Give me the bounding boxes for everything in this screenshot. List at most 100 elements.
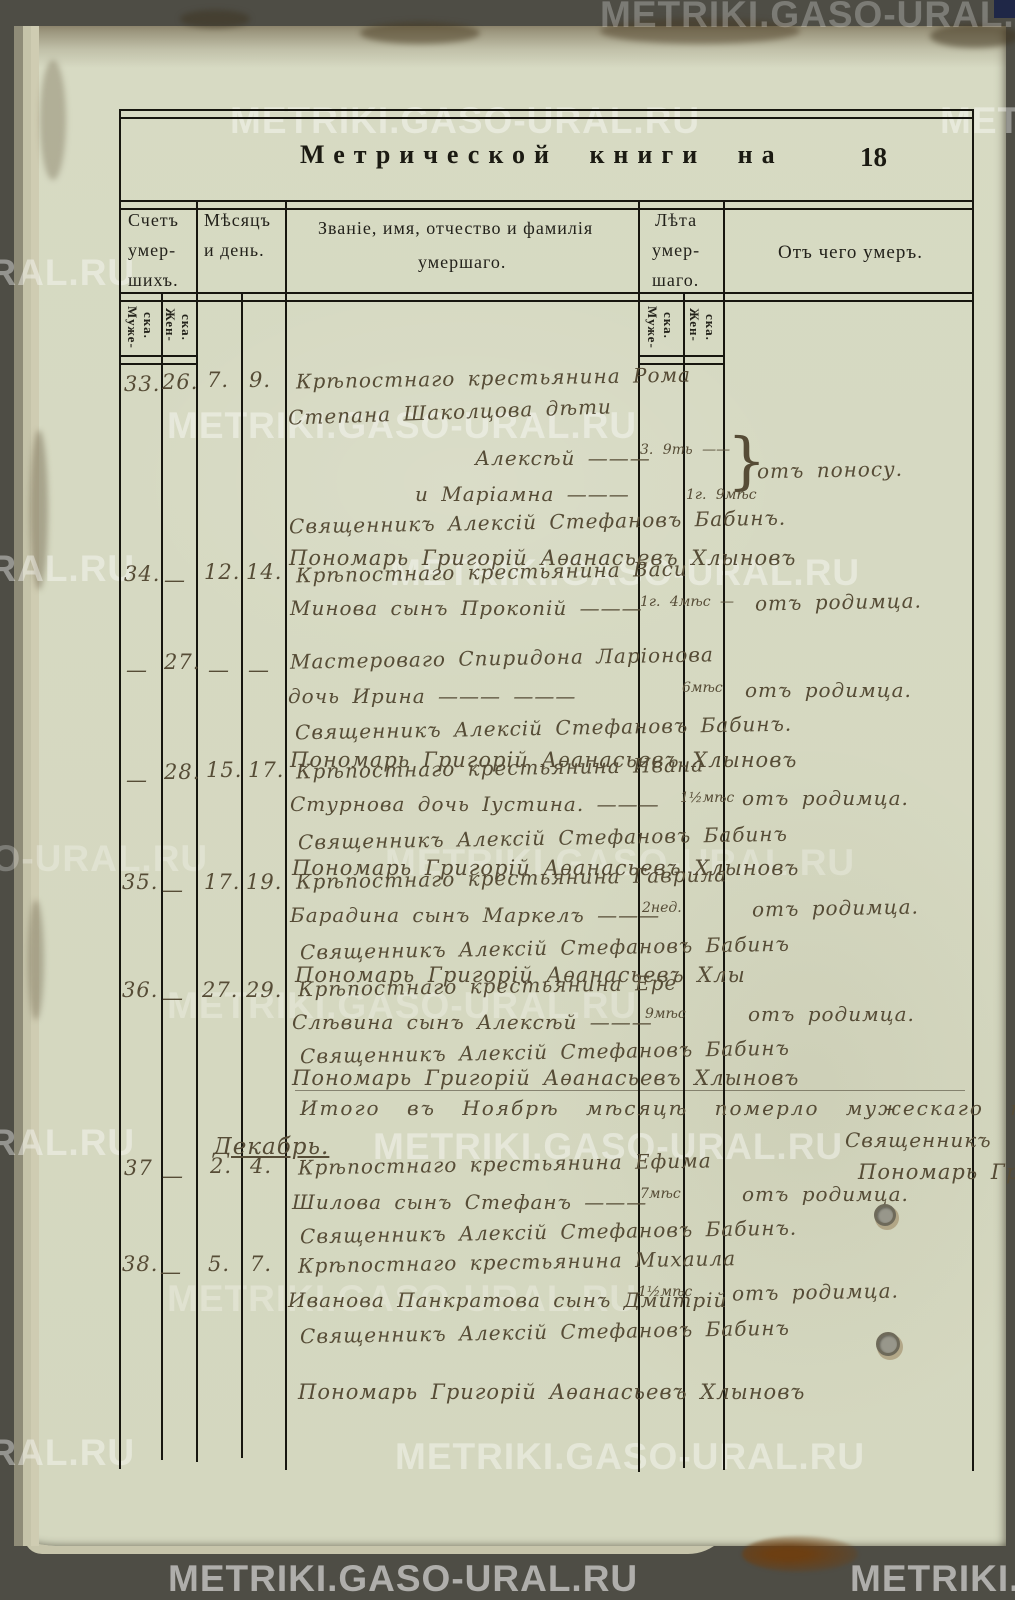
subheader-underline (638, 355, 723, 365)
record-date: 9. (249, 368, 272, 392)
watermark: METRIKI.GASO-URAL.RU (600, 0, 1015, 35)
header-bottom-border (119, 292, 974, 302)
handwritten-line: Минова сынъ Прокопій ——— (290, 596, 643, 620)
handwritten-line: дочь Ирина ——— ——— (288, 684, 577, 708)
record-date: — (248, 658, 270, 682)
column-header-name: умершаго. (418, 252, 507, 272)
record-date: 17. (248, 758, 285, 782)
column-divider (723, 200, 725, 1470)
watermark: METRIKI.GASO-URAL.RU (167, 1278, 638, 1319)
clergy-signature: Пономарь Григорій Аѳанасьевъ Хлы (295, 963, 746, 987)
record-number: — (164, 568, 186, 592)
edge-smudge (28, 900, 44, 1020)
top-grime (600, 18, 800, 44)
age-value: 1½мѣс (680, 790, 735, 806)
record-number: — (162, 878, 184, 902)
page-title: Метрической книги на (300, 140, 784, 169)
column-header-age: умер- (652, 240, 701, 260)
record-date: 4. (250, 1154, 273, 1178)
watermark: METRIKI.GASO-URAL.RU (168, 1558, 639, 1599)
cause-of-death: отъ родимца. (742, 786, 909, 810)
column-header-cause: Отъ чего умеръ. (778, 242, 923, 263)
record-number: 36. (122, 978, 159, 1002)
record-date: 14. (246, 560, 283, 584)
column-divider (638, 200, 640, 1472)
record-number: 27. (164, 650, 201, 674)
age-value: 1г. 4мѣс — (640, 594, 735, 610)
record-number: 33. (124, 372, 161, 396)
handwritten-line: Шилова сынъ Стефанъ ——— (292, 1190, 648, 1214)
watermark: METRIKI.GASO-URAL.RU (0, 1122, 136, 1163)
record-date: 15. (206, 758, 243, 782)
watermark: METRIKI.GASO-URAL.RU (385, 842, 856, 883)
record-number: — (162, 986, 184, 1010)
watermark: METRIKI.GASO-URAL.RU (940, 100, 1015, 141)
watermark: METRIKI.GASO-URAL.RU (167, 405, 638, 446)
age-value: 3. 9ть —— (640, 442, 731, 458)
age-value: 7мѣс (640, 1186, 681, 1202)
page-edge-strip (23, 26, 31, 1546)
age-value: 1г. 9мѣс (686, 487, 757, 503)
handwritten-line: Иванова Панкратова сынъ Дмитрій (288, 1288, 728, 1312)
clergy-signature: Пономарь Григорій Аѳанасьевъ Хлыновъ (292, 856, 800, 880)
column-header-count: шихъ. (128, 270, 179, 290)
column-divider (683, 292, 685, 1468)
subcolumn-male-label: Муже- (645, 306, 660, 349)
handwritten-line: Алексѣй ——— (475, 446, 651, 470)
column-header-name: Званіе, имя, отчество и фамилія (318, 218, 594, 238)
record-date: 7. (250, 1252, 273, 1276)
month-section-header: Декабрь. (213, 1134, 330, 1160)
handwritten-line: Слѣвина сынъ Алексѣй ——— (292, 1010, 653, 1034)
cause-of-death: отъ родимца. (742, 1182, 909, 1206)
watermark: METRIKI.GASO-URAL.RU (0, 548, 136, 589)
record-date: 5. (208, 1252, 231, 1276)
record-number: 35. (122, 870, 159, 894)
brace: } (727, 424, 767, 497)
watermark: METRIKI.GASO-URAL.RU (390, 552, 861, 593)
clergy-signature: Пономарь Григо (858, 1160, 1015, 1184)
age-value: 1½мѣс (638, 1284, 693, 1300)
cause-of-death: отъ поносу. (756, 456, 904, 484)
clergy-signature: Пономарь Григорій Аѳанасьевъ Хлыновъ (289, 546, 797, 570)
age-value: 9мѣс (645, 1006, 686, 1022)
edge-smudge (40, 60, 66, 180)
age-value: 6мѣс (682, 680, 723, 696)
column-header-age: Лѣта (655, 210, 698, 230)
top-grime (930, 24, 1015, 48)
record-number: 37 (124, 1156, 153, 1180)
column-divider (241, 292, 243, 1458)
record-date: 29. (246, 978, 283, 1002)
page-edge-strip (14, 26, 23, 1546)
record-number: — (162, 1164, 184, 1188)
age-value: 2нед. (642, 900, 682, 916)
record-date: 17. (204, 870, 241, 894)
cause-of-death: отъ родимца. (745, 678, 912, 702)
cause-of-death: отъ родимца. (731, 1278, 900, 1306)
cause-of-death: отъ родимца. (754, 588, 923, 616)
header-top-border (119, 200, 974, 210)
table-border-left (119, 109, 121, 1469)
handwritten-line: Стурнова дочь Іустина. ——— (290, 792, 660, 816)
record-date: 7. (207, 368, 230, 392)
column-header-count: умер- (128, 240, 177, 260)
subcolumn-male-label: ска. (141, 312, 156, 339)
watermark: METRIKI.GASO-URAL.RU (395, 1436, 866, 1477)
clergy-signature: Пономарь Григорій Аѳанасьевъ Хлыновъ (298, 1380, 806, 1404)
record-date: 27. (202, 978, 239, 1002)
subcolumn-female-label: Жен- (163, 308, 178, 342)
table-border-right (972, 109, 974, 1471)
column-header-age: шаго. (652, 270, 700, 290)
record-date: 2. (210, 1154, 233, 1178)
record-number: 34. (124, 562, 161, 586)
subcolumn-female-label: ска. (179, 314, 194, 341)
cause-of-death: отъ родимца. (751, 894, 920, 922)
watermark: METRIKI.GASO-URAL.RU (167, 985, 638, 1026)
paper-sheet (14, 26, 1006, 1546)
binding-hole (874, 1204, 896, 1226)
watermark: METRIKI.GASO-URAL.RU (0, 252, 136, 293)
page-edge-strip (31, 26, 39, 1546)
subheader-underline (119, 355, 196, 365)
subcolumn-male-label: ска. (661, 312, 676, 339)
record-number: — (160, 1260, 182, 1284)
